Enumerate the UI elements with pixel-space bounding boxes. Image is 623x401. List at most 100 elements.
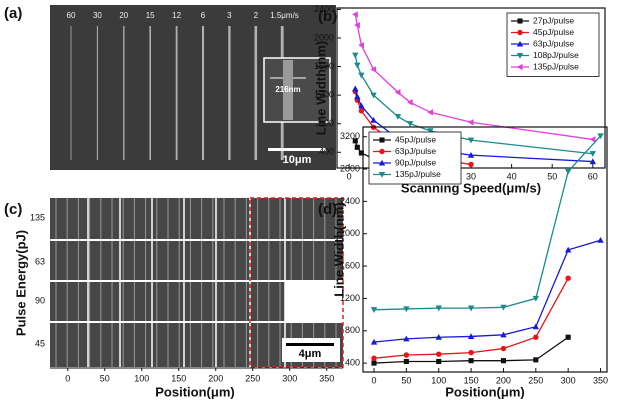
panel-label: (c) (4, 201, 22, 218)
marker (516, 63, 523, 71)
marker (533, 357, 539, 363)
y-tick-label: 2400 (314, 4, 334, 14)
marker (467, 119, 474, 126)
marker (589, 136, 596, 143)
speed-label: 6 (201, 11, 206, 20)
y-tick-label: 2000 (314, 32, 334, 42)
series-line (373, 239, 601, 343)
speed-label: 12 (172, 11, 181, 20)
speed-label: 1.5μm/s (270, 11, 299, 20)
legend-label: 45pJ/pulse (533, 27, 574, 37)
speed-label: 20 (119, 11, 128, 20)
y-tick-label: 2000 (340, 228, 360, 238)
marker (354, 21, 360, 29)
marker (379, 137, 385, 143)
x-tick-label: 250 (528, 375, 543, 385)
marker (467, 137, 475, 144)
panel-label: (b) (318, 8, 337, 25)
x-axis-label: Position(μm) (155, 384, 234, 399)
marker (406, 99, 413, 106)
marker (370, 307, 378, 313)
marker (427, 109, 433, 116)
marker (435, 305, 442, 312)
y-tick-label: 1600 (340, 260, 360, 270)
y-axis-label: Line Width(nm) (331, 202, 346, 296)
highlight-box (249, 197, 344, 368)
marker (564, 168, 572, 175)
speed-label: 2 (254, 11, 259, 20)
x-tick-label: 250 (245, 373, 260, 383)
marker (354, 144, 360, 150)
scale-bar-label: 4μm (299, 348, 322, 360)
marker (352, 11, 358, 18)
marker (378, 171, 386, 178)
marker (358, 108, 365, 114)
marker (500, 358, 507, 364)
marker (403, 352, 410, 358)
speed-label: 60 (67, 11, 76, 20)
marker (500, 304, 507, 311)
y-tick-label: 3200 (340, 131, 360, 141)
marker (358, 41, 364, 49)
marker (468, 358, 474, 364)
marker (394, 114, 402, 120)
scale-bar-bg (282, 338, 340, 362)
x-tick-label: 50 (401, 375, 411, 385)
marker (371, 360, 377, 366)
marker (597, 237, 604, 243)
x-tick-label: 150 (171, 373, 186, 383)
scale-bar (268, 148, 326, 151)
speed-label: 15 (146, 11, 155, 20)
legend-label: 45pJ/pulse (395, 134, 436, 144)
y-axis-label: Pulse Energy(pJ) (13, 230, 28, 336)
marker (589, 151, 597, 157)
marker (370, 116, 377, 123)
marker (370, 338, 378, 345)
inset-label: 216nm (275, 85, 300, 94)
marker (468, 349, 474, 356)
marker (358, 72, 365, 79)
marker (354, 62, 361, 69)
marker (500, 345, 507, 352)
marker (467, 333, 475, 339)
marker (500, 331, 507, 338)
marker (516, 40, 524, 47)
marker (467, 151, 475, 158)
marker (379, 148, 385, 155)
x-tick-label: 40 (507, 171, 517, 181)
marker (516, 52, 524, 59)
marker (371, 355, 377, 361)
marker (565, 275, 571, 281)
marker (370, 66, 377, 73)
x-tick-label: 50 (100, 373, 110, 383)
marker (532, 295, 540, 302)
marker (352, 138, 358, 144)
x-tick-label: 0 (347, 171, 352, 181)
marker (435, 334, 442, 340)
marker (597, 133, 604, 140)
inset-line (283, 60, 293, 120)
marker (354, 93, 361, 100)
marker (532, 323, 540, 330)
x-tick-label: 200 (496, 375, 511, 385)
x-tick-label: 150 (464, 375, 479, 385)
marker (394, 89, 401, 96)
marker (403, 306, 410, 313)
inset (263, 57, 331, 123)
y-tick-label: 800 (319, 118, 334, 128)
legend-label: 135pJ/pulse (395, 169, 441, 179)
y-tick-label: 2800 (340, 163, 360, 173)
row-label: 63 (35, 256, 45, 266)
scale-bar (286, 343, 334, 346)
plot-frame (362, 126, 608, 373)
row-label: 90 (35, 295, 45, 305)
x-tick-label: 300 (282, 373, 297, 383)
legend-label: 63pJ/pulse (533, 38, 574, 48)
row-label: 45 (35, 338, 45, 348)
marker (406, 121, 414, 127)
marker (403, 335, 410, 342)
x-tick-label: 300 (561, 375, 576, 385)
row-label: 135 (30, 212, 45, 222)
scale-bar-label: 10μm (283, 154, 312, 166)
